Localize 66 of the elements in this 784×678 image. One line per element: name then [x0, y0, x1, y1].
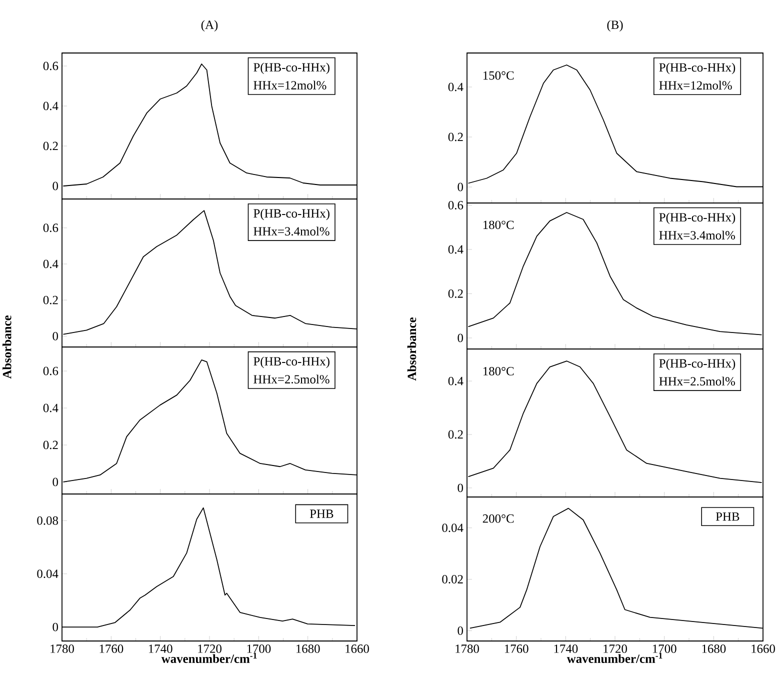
x-tick-label: 1700	[652, 644, 676, 653]
y-tick-label: 0.4	[43, 404, 58, 412]
annotation: HHx=3.4mol%	[254, 226, 330, 236]
x-tick-label: 1720	[604, 644, 627, 653]
y-tick-label: 0.08	[37, 516, 58, 525]
y-tick-label: 0	[458, 334, 464, 342]
x-tick-label: 1700	[247, 644, 271, 653]
annotation: HHx=3.4mol%	[659, 230, 735, 240]
x-tick-label: 1720	[198, 644, 222, 653]
annotation: 200°C	[482, 514, 514, 523]
x-tick-label: 1760	[504, 644, 528, 653]
y-tick-label: 0.4	[448, 245, 464, 254]
text: wavenumber/cm$^{-1}$	[566, 652, 662, 664]
annotation: HHx=2.5mol%	[254, 374, 330, 384]
x-tick-label: 1740	[148, 644, 172, 653]
y-tick-label: 0.4	[43, 260, 58, 268]
x-tick-label: 1680	[296, 644, 320, 653]
y-axis-title: Absorbance	[407, 318, 416, 381]
y-tick-label: 0	[52, 478, 58, 486]
x-tick-label: 1740	[554, 644, 578, 653]
x-tick-label: 1660	[752, 644, 775, 653]
annotation: P(HB-co-HHx)	[254, 208, 330, 220]
y-tick-label: 0	[458, 182, 464, 192]
x-tick-label: 1760	[100, 644, 124, 653]
annotation: 180°C	[483, 367, 514, 376]
y-tick-label: 0.6	[43, 62, 58, 70]
y-tick-label: 0	[458, 626, 464, 635]
annotation: 180°C	[483, 220, 514, 230]
x-tick-label: 1660	[346, 644, 369, 653]
y-tick-label: 0.2	[43, 142, 58, 150]
annotation: HHx=12mol%	[659, 80, 732, 90]
y-tick-label: 0.4	[43, 102, 58, 110]
annotation: P(HB-co-HHx)	[659, 212, 736, 224]
y-tick-label: 0.2	[448, 289, 463, 298]
y-tick-label: 0	[52, 332, 58, 340]
annotation: P(HB-co-HHx)	[254, 62, 330, 74]
y-tick-label: 0.2	[43, 440, 58, 450]
y-tick-label: 0.2	[448, 430, 463, 439]
chart-title: (B)	[607, 20, 623, 32]
y-tick-label: 0.04	[37, 570, 58, 578]
x-tick-label: 1680	[702, 644, 726, 653]
x-tick-label: 1780	[50, 644, 74, 653]
y-tick-label: 0.04	[442, 524, 464, 532]
y-tick-label: 0	[52, 182, 58, 190]
y-tick-label: 0.6	[43, 366, 58, 376]
y-tick-label: 0.6	[448, 200, 464, 210]
annotation: PHB	[716, 512, 740, 521]
y-axis-title: Absorbance	[2, 316, 12, 379]
annotation: 150°C	[483, 71, 514, 80]
y-tick-label: 0.4	[448, 376, 464, 386]
annotation: PHB	[310, 510, 334, 518]
annotation: P(HB-co-HHx)	[659, 358, 736, 370]
text: wavenumber/cm$^{-1}$	[161, 652, 257, 664]
y-tick-label: 0.2	[448, 132, 463, 142]
annotation: P(HB-co-HHx)	[254, 356, 330, 368]
y-tick-label: 0.02	[442, 575, 463, 584]
annotation: HHx=12mol%	[254, 80, 326, 90]
annotation: P(HB-co-HHx)	[659, 62, 736, 74]
x-tick-label: 1780	[456, 644, 479, 653]
annotation: HHx=2.5mol%	[659, 376, 735, 386]
y-tick-label: 0.4	[448, 82, 464, 92]
y-tick-label: 0	[52, 622, 58, 632]
y-tick-label: 0.6	[43, 224, 58, 232]
y-tick-label: 0	[458, 484, 464, 492]
chart-title: (A)	[201, 20, 218, 32]
y-tick-label: 0.2	[43, 296, 58, 304]
